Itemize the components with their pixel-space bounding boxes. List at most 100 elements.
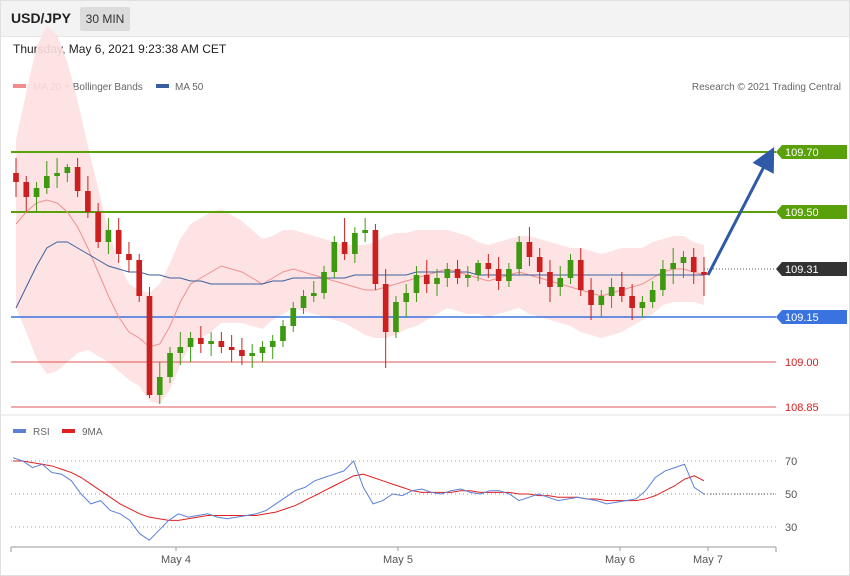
candle-body: [475, 263, 481, 275]
candle: [23, 176, 30, 212]
candle-body: [352, 233, 358, 254]
ma20-legend-swatch: [13, 84, 26, 88]
candle-body: [495, 269, 502, 281]
candle-body: [218, 341, 225, 347]
candle: [218, 332, 225, 353]
candle-body: [280, 326, 286, 341]
rsi-ma-legend-label: 9MA: [82, 427, 103, 438]
candle-body: [536, 257, 543, 272]
candle: [208, 332, 214, 356]
candle-body: [136, 260, 143, 296]
candle: [444, 263, 451, 287]
candle-body: [516, 242, 522, 269]
candle-body: [290, 308, 297, 326]
candle-body: [85, 191, 91, 212]
candle-body: [403, 293, 410, 302]
candle-body: [619, 287, 625, 296]
candle-body: [577, 260, 584, 290]
candle-body: [362, 230, 368, 233]
candle-body: [341, 242, 348, 254]
candle-body: [13, 173, 19, 182]
candle-body: [547, 272, 553, 287]
candle-body: [331, 242, 338, 272]
candle: [588, 278, 594, 320]
candle-body: [95, 212, 101, 242]
candle-body: [434, 278, 440, 284]
candle-body: [33, 188, 40, 197]
symbol-label: USD/JPY: [11, 10, 71, 26]
candle: [608, 278, 615, 308]
candle: [526, 227, 533, 266]
candle: [85, 176, 91, 218]
candle: [649, 281, 656, 308]
candle-body: [208, 341, 214, 344]
candle: [13, 158, 19, 197]
candle: [454, 260, 461, 284]
candle-body: [198, 338, 204, 344]
rsi-ma-line: [13, 460, 705, 521]
candle: [228, 335, 235, 362]
candle-body: [74, 167, 81, 191]
candle-body: [115, 230, 122, 254]
current-price-tag: [776, 262, 847, 276]
candle-body: [259, 347, 266, 353]
candle: [495, 257, 502, 290]
x-axis-tick-label: May 5: [383, 554, 413, 566]
candle: [310, 281, 317, 302]
candle: [146, 287, 153, 398]
candle: [74, 158, 81, 197]
candle-body: [423, 275, 430, 284]
candle: [485, 254, 492, 278]
candle-body: [43, 176, 50, 188]
candle-body: [526, 242, 533, 257]
candle: [269, 335, 276, 359]
candle-body: [300, 296, 307, 308]
candle: [372, 224, 379, 290]
x-axis-tick-label: May 4: [161, 554, 191, 566]
candle-body: [485, 263, 492, 269]
candle: [331, 236, 338, 278]
candle: [680, 251, 687, 278]
candle: [506, 263, 512, 287]
rsi-tick-label: 50: [785, 489, 797, 501]
candle-body: [464, 275, 471, 278]
candle: [423, 260, 430, 293]
candle: [464, 266, 471, 287]
support-level-label: 109.00: [785, 357, 819, 369]
ma50-legend-label: MA 50: [175, 82, 204, 93]
candle: [156, 362, 163, 404]
rsi-tick-label: 30: [785, 522, 797, 534]
candle-body: [629, 296, 635, 308]
ma50-line: [15, 241, 704, 309]
candle-body: [660, 269, 666, 290]
candle: [547, 260, 553, 302]
candle: [95, 203, 101, 248]
candle: [33, 182, 40, 212]
candle: [434, 269, 440, 296]
candle-body: [177, 347, 184, 353]
candle: [393, 296, 399, 338]
candle-body: [598, 296, 605, 305]
candle: [670, 248, 677, 284]
candle-body: [680, 257, 687, 263]
candle: [567, 254, 574, 284]
candle: [126, 242, 132, 272]
current-price-label: 109.31: [785, 264, 819, 276]
candle: [557, 266, 564, 296]
candle: [475, 260, 481, 281]
candle: [105, 218, 112, 254]
timeframe-button[interactable]: 30 MIN: [80, 7, 130, 31]
candle-body: [567, 260, 574, 278]
candle-body: [557, 278, 564, 287]
candle-body: [54, 173, 60, 176]
candle: [54, 158, 60, 188]
candle: [177, 332, 184, 365]
candle-body: [506, 269, 512, 281]
candle: [536, 248, 543, 284]
candle-body: [670, 263, 677, 269]
candle: [198, 326, 204, 353]
candle-body: [64, 167, 71, 173]
candle-body: [310, 293, 317, 296]
candle-body: [382, 284, 389, 332]
